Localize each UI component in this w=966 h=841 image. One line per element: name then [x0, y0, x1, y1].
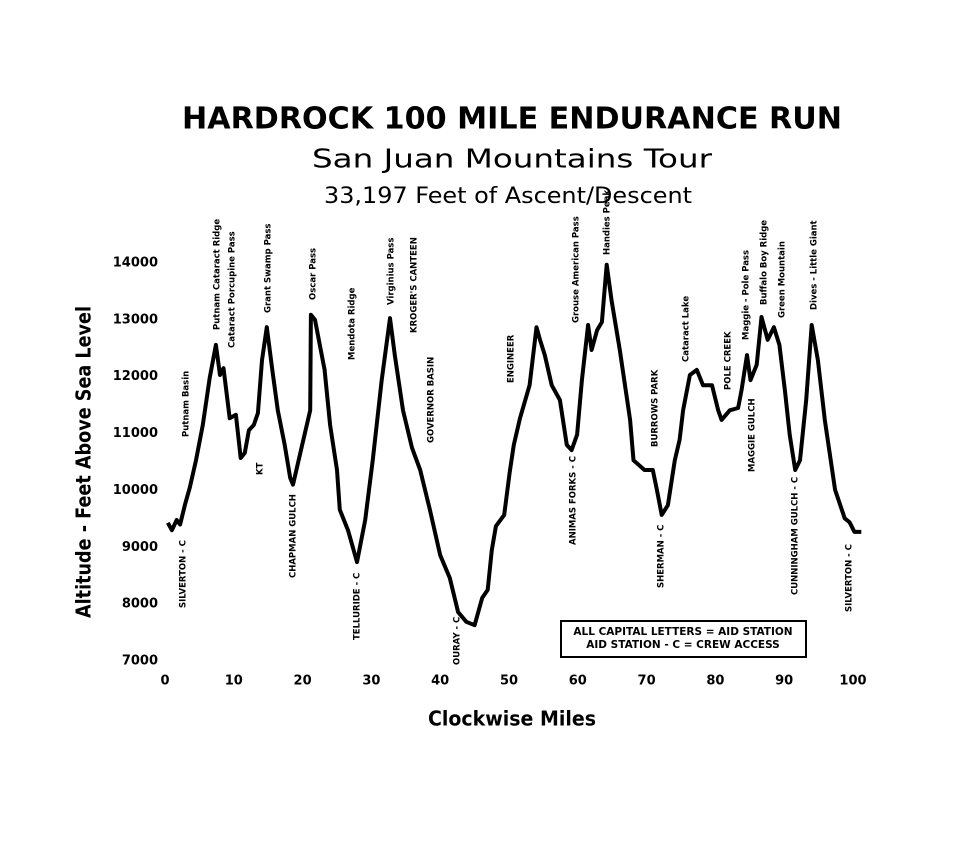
annotation: Buffalo Boy Ridge: [760, 220, 770, 305]
annotation: Green Mountain: [778, 241, 788, 318]
annotation: OURAY - C: [453, 617, 463, 665]
annotation: Oscar Pass: [309, 248, 319, 300]
elevation-line: [166, 262, 862, 628]
annotation: Maggie - Pole Pass: [742, 250, 752, 340]
annotation: KROGER'S CANTEEN: [410, 237, 420, 333]
x-tick-label: 70: [638, 674, 656, 689]
note: AID STATION - C = CREW ACCESS: [586, 639, 779, 651]
y-tick-label: 12000: [113, 369, 158, 384]
annotation: BURROWS PARK: [651, 369, 661, 447]
y-tick-label: 10000: [113, 483, 158, 498]
x-tick-label: 0: [160, 674, 169, 689]
annotation: SILVERTON - C: [179, 540, 189, 608]
y-axis-label: Altitude - Feet Above Sea Level: [72, 306, 96, 618]
annotation: Mendota Ridge: [348, 287, 358, 360]
annotation: Virginius Pass: [387, 238, 397, 305]
annotation: GOVERNOR BASIN: [427, 357, 437, 443]
annotation: ANIMAS FORKS - C: [569, 456, 579, 545]
x-tick-label: 50: [500, 674, 518, 689]
annotation: SHERMAN - C: [657, 525, 667, 588]
annotation: Dives - Little Giant: [810, 220, 820, 310]
x-tick-label: 20: [294, 674, 312, 689]
y-tick-label: 9000: [122, 540, 158, 555]
annotation: Handies Peak: [603, 190, 613, 255]
x-tick-label: 90: [775, 674, 793, 689]
note-box: [560, 620, 807, 658]
annotation: KT: [256, 462, 266, 475]
x-axis-label: Clockwise Miles: [428, 707, 596, 731]
y-tick-label: 13000: [113, 312, 158, 327]
annotation: Putnam Cataract Ridge: [213, 219, 223, 330]
chart-subtitle: San Juan Mountains Tour: [312, 145, 712, 175]
annotation: POLE CREEK: [724, 331, 734, 390]
annotation: TELLURIDE - C: [353, 573, 363, 640]
note: ALL CAPITAL LETTERS = AID STATION: [573, 626, 792, 638]
y-tick-label: 14000: [113, 256, 158, 271]
chart-subtitle: 33,197 Feet of Ascent/Descent: [324, 184, 692, 209]
annotation: Grouse American Pass: [572, 216, 582, 323]
annotation: SILVERTON - C: [845, 544, 855, 612]
x-tick-label: 30: [362, 674, 380, 689]
annotation: Grant Swamp Pass: [264, 224, 274, 313]
x-tick-label: 60: [569, 674, 587, 689]
x-tick-label: 80: [706, 674, 724, 689]
annotation: Cataract Lake: [682, 296, 692, 362]
y-tick-label: 8000: [122, 597, 158, 612]
annotation: Cataract Porcupine Pass: [228, 231, 238, 348]
y-tick-label: 11000: [113, 426, 158, 441]
x-tick-label: 40: [431, 674, 449, 689]
annotation: Putnam Basin: [182, 371, 192, 437]
y-tick-label: 7000: [122, 654, 158, 669]
annotation: CUNNINGHAM GULCH - C: [791, 477, 801, 595]
annotation: CHAPMAN GULCH: [289, 494, 299, 578]
chart-title: HARDROCK 100 MILE ENDURANCE RUN: [182, 102, 842, 137]
x-tick-label: 100: [839, 674, 866, 689]
annotation: ENGINEER: [507, 334, 517, 383]
x-tick-label: 10: [225, 674, 243, 689]
annotation: MAGGIE GULCH: [748, 398, 758, 472]
